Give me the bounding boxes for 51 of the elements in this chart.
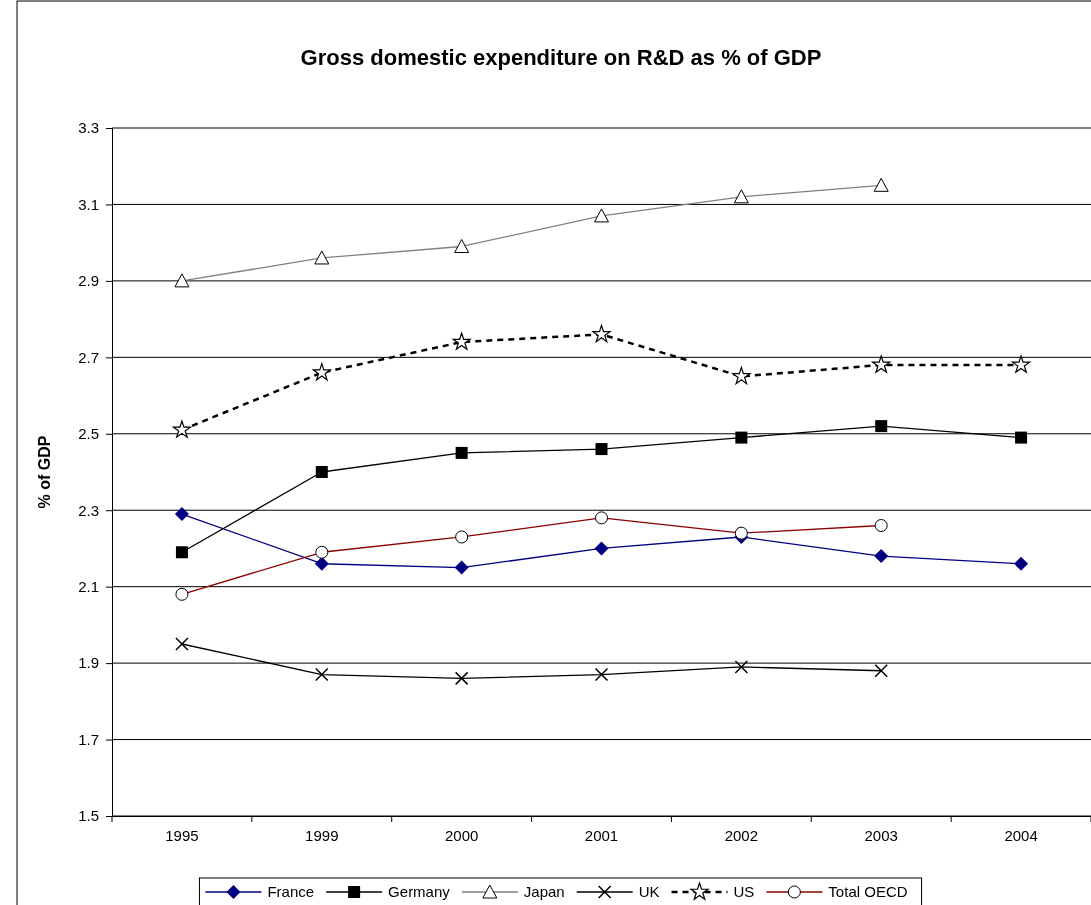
point	[1014, 556, 1029, 571]
point	[872, 355, 891, 373]
point	[172, 420, 192, 438]
point	[455, 446, 468, 459]
legend-label: Germany	[388, 883, 451, 900]
point	[175, 546, 188, 559]
x-tick-label: 2001	[584, 827, 619, 844]
point	[594, 541, 609, 556]
point	[1011, 355, 1031, 373]
point	[875, 420, 888, 433]
point	[735, 431, 748, 444]
point	[312, 363, 331, 381]
point	[454, 560, 469, 575]
legend-label: France	[267, 883, 315, 900]
legend-label: Total OECD	[828, 883, 908, 900]
point	[174, 507, 189, 522]
x-tick-label: 2003	[864, 827, 898, 844]
y-tick-label: 1.7	[78, 730, 99, 748]
y-axis-title: % of GDP	[36, 435, 53, 509]
point	[732, 366, 751, 385]
point	[315, 667, 329, 682]
point	[314, 556, 329, 571]
point	[175, 637, 189, 651]
x-tick-label: 2000	[444, 827, 479, 844]
y-tick-label: 3.3	[78, 119, 99, 137]
chart-title: Gross domestic expenditure on R&D as % of GDP	[300, 45, 822, 70]
y-tick-label: 2.7	[78, 348, 99, 366]
point	[594, 667, 609, 682]
legend-label: UK	[638, 883, 660, 900]
point	[1015, 431, 1028, 444]
x-tick-label: 2004	[1004, 827, 1038, 844]
y-tick-label: 2.9	[78, 272, 99, 290]
y-tick-label: 2.3	[78, 501, 99, 519]
point	[592, 324, 611, 343]
point	[874, 549, 889, 564]
point	[595, 443, 608, 456]
y-tick-label: 3.1	[78, 195, 99, 213]
legend-label: Japan	[523, 883, 565, 900]
legend-label: US	[733, 883, 755, 900]
x-tick-label: 2002	[724, 827, 759, 844]
y-tick-label: 1.5	[78, 807, 99, 825]
point	[452, 332, 471, 350]
x-tick-label: 1999	[305, 827, 339, 844]
point	[734, 660, 749, 674]
y-tick-label: 2.1	[78, 577, 99, 595]
x-tick-label: 1995	[165, 827, 199, 844]
point	[315, 466, 328, 478]
y-tick-label: 1.9	[78, 654, 99, 672]
y-tick-label: 2.5	[78, 425, 99, 443]
point	[874, 664, 888, 678]
point	[454, 671, 469, 686]
